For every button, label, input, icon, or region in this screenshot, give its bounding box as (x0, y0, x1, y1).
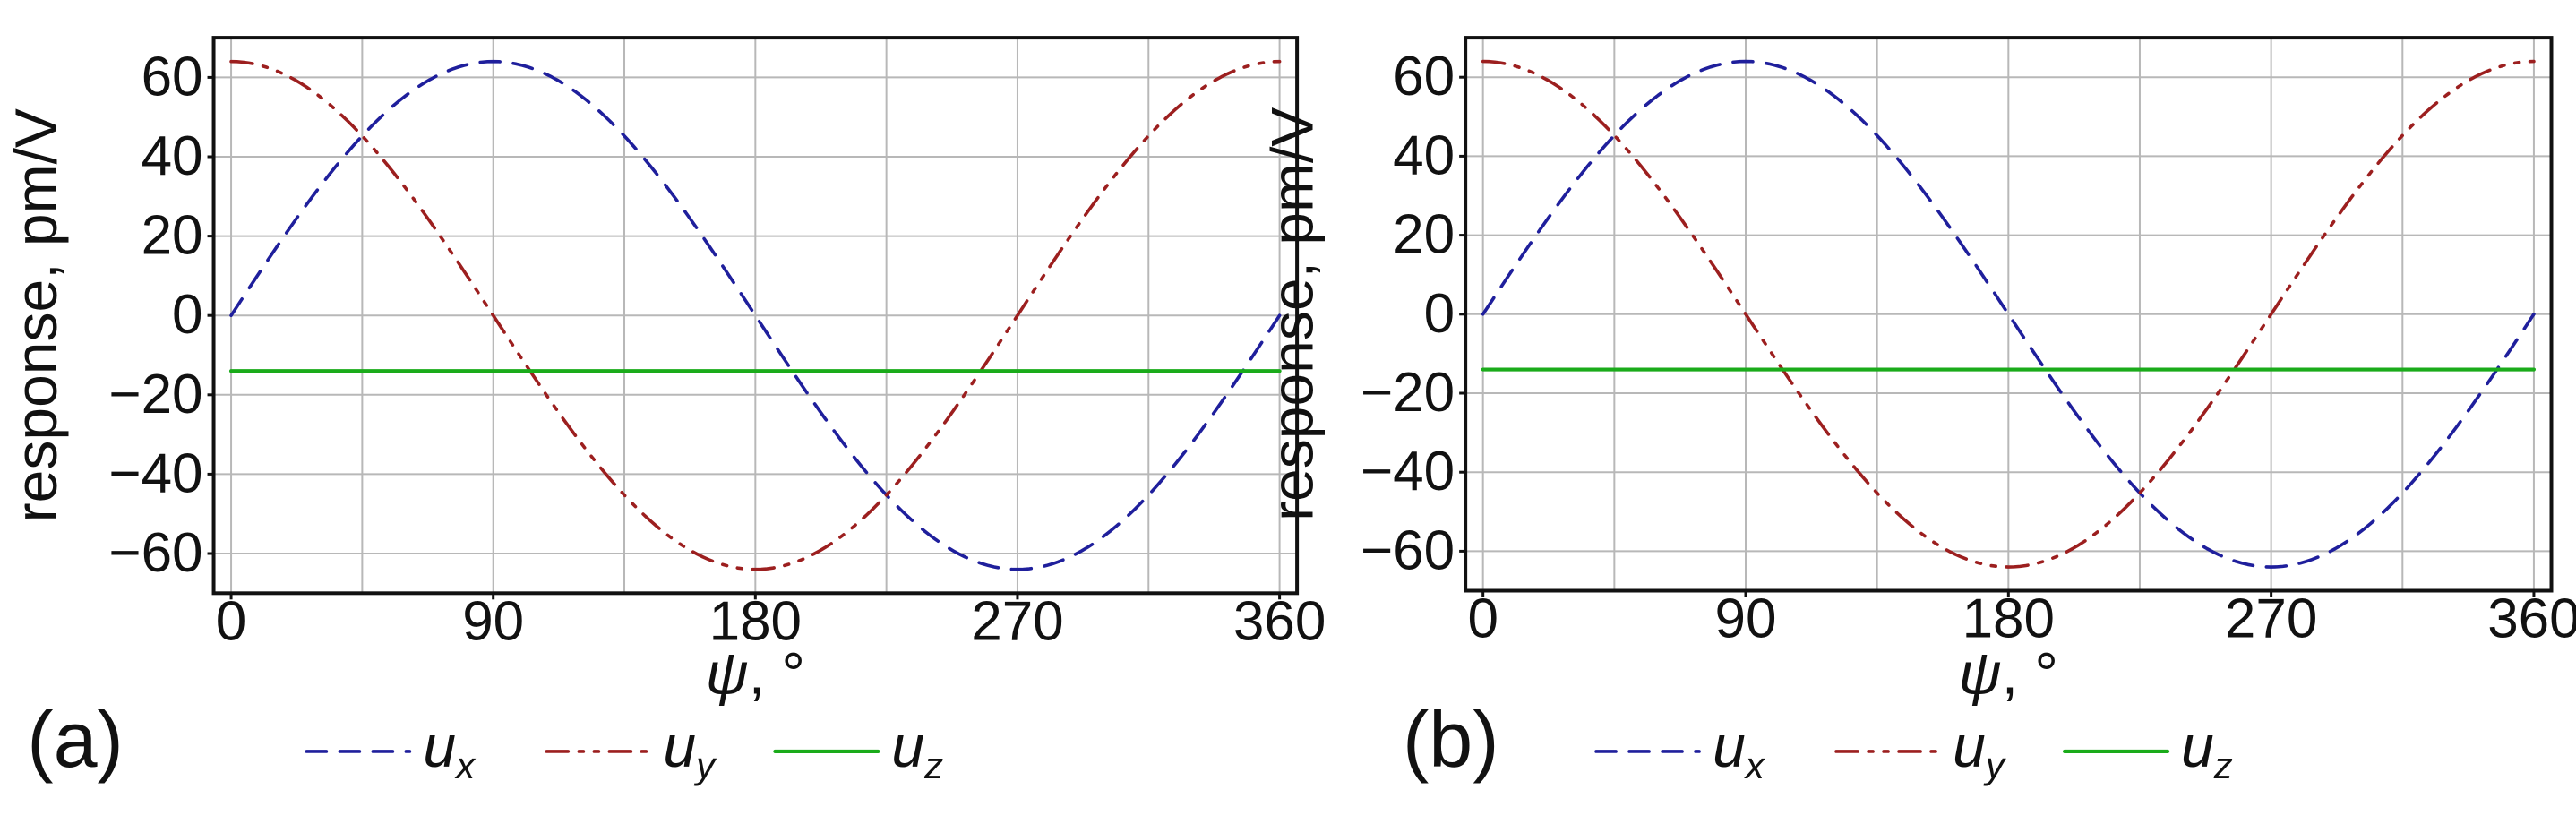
y-tick-label: 40 (1393, 124, 1455, 186)
legend-symbol: u (1713, 713, 1746, 779)
x-axis-unit: , ° (2002, 640, 2058, 707)
legend: ux uy uz (1594, 713, 2233, 786)
legend-label-u-z: uz (891, 713, 943, 786)
y-tick-label: 20 (142, 205, 203, 267)
x-tick-label: 270 (971, 590, 1063, 652)
panel-b: 0 90 180 270 360 −60 −40 −20 0 20 40 60 response, pm… (1259, 36, 2576, 786)
x-tick-label: 0 (1467, 588, 1498, 650)
legend-subscript: x (1744, 744, 1766, 786)
x-axis-label: ψ, ° (1959, 640, 2058, 707)
legend-item-u-x: ux (1594, 713, 1766, 786)
legend-label-u-y: uy (1953, 713, 2007, 786)
legend-symbol: u (663, 713, 696, 779)
x-axis-unit: , ° (749, 640, 805, 707)
plot-area: 0 90 180 270 360 −60 −40 −20 0 20 40 60 response, pm… (1259, 36, 2576, 707)
legend-symbol: u (891, 713, 924, 779)
grid (1465, 38, 2552, 591)
legend-item-u-y: uy (1834, 713, 2007, 786)
legend-item-u-z: uz (2062, 713, 2233, 786)
y-tick-label: 60 (142, 46, 203, 107)
y-axis-label: response, pm/V (3, 108, 69, 522)
x-tick-label: 90 (462, 590, 524, 652)
legend-symbol: u (423, 713, 456, 779)
legend-item-u-x: ux (305, 713, 477, 786)
y-tick-label: −20 (108, 364, 202, 425)
y-tick-label: 40 (142, 125, 203, 187)
legend-item-u-z: uz (773, 713, 943, 786)
x-axis-symbol: ψ (1959, 640, 2002, 707)
y-tick-label: 0 (172, 284, 202, 346)
panel-label: (b) (1403, 695, 1499, 784)
legend-label-u-x: ux (423, 713, 477, 786)
y-tick-label: −20 (1361, 362, 1455, 424)
x-axis-label: ψ, ° (706, 640, 805, 707)
y-tick-label: −60 (1361, 519, 1455, 581)
series-line-u-x (229, 59, 1282, 571)
series-line-u-y (229, 59, 1282, 571)
legend-symbol: u (2181, 713, 2214, 779)
y-tick-label: 20 (1393, 204, 1455, 266)
x-tick-label: 360 (1233, 590, 1326, 652)
x-tick-label: 360 (2487, 588, 2576, 650)
x-tick-label: 270 (2225, 588, 2317, 650)
y-tick-label: 0 (1424, 283, 1455, 345)
y-tick-label: −60 (108, 522, 202, 584)
x-axis-symbol: ψ (706, 640, 749, 707)
legend-subscript: y (693, 744, 717, 786)
panel-label: (a) (27, 695, 124, 784)
legend-label-u-y: uy (663, 713, 717, 786)
legend-symbol: u (1953, 713, 1986, 779)
series-line-u-x (1481, 59, 2536, 569)
y-tick-label: 60 (1393, 46, 1455, 107)
legend-subscript: x (454, 744, 477, 786)
x-tick-label: 0 (216, 590, 246, 652)
y-tick-label: −40 (108, 442, 202, 504)
series-line-u-y (1481, 59, 2536, 569)
x-tick-label: 90 (1715, 588, 1777, 650)
legend-item-u-y: uy (545, 713, 717, 786)
plot-area: 0 90 180 270 360 −60 −40 −20 0 20 40 60 response, pm… (3, 36, 1326, 707)
legend-subscript: z (2213, 744, 2233, 786)
legend: ux uy uz (305, 713, 943, 786)
legend-subscript: z (923, 744, 943, 786)
legend-subscript: y (1983, 744, 2007, 786)
y-tick-label: −40 (1361, 441, 1455, 502)
y-axis-label: response, pm/V (1259, 107, 1326, 521)
legend-label-u-x: ux (1713, 713, 1766, 786)
panel-a: 0 90 180 270 360 −60 −40 −20 0 20 40 60 response, pm… (3, 36, 1326, 786)
legend-label-u-z: uz (2181, 713, 2233, 786)
x-tick-label: 180 (709, 590, 802, 652)
x-tick-label: 180 (1962, 588, 2055, 650)
